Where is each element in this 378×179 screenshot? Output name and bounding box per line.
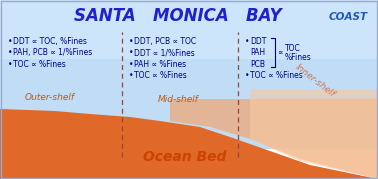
Polygon shape — [250, 89, 378, 179]
Text: TOC ∝ %Fines: TOC ∝ %Fines — [134, 71, 187, 80]
Text: %Fines: %Fines — [285, 53, 312, 62]
Text: Outer-shelf: Outer-shelf — [25, 93, 75, 101]
Text: DDT ∝ TOC, %Fines: DDT ∝ TOC, %Fines — [13, 37, 87, 45]
Polygon shape — [170, 99, 378, 179]
Polygon shape — [0, 0, 378, 59]
Text: PAH: PAH — [250, 48, 265, 57]
Polygon shape — [0, 109, 378, 179]
Text: TOC: TOC — [285, 44, 301, 53]
Text: Inner-shelf: Inner-shelf — [293, 63, 336, 99]
Text: TOC ∝ %Fines: TOC ∝ %Fines — [250, 71, 303, 80]
Polygon shape — [0, 0, 378, 149]
Text: •: • — [129, 59, 133, 69]
Text: •: • — [8, 37, 12, 45]
Text: ∝: ∝ — [277, 48, 282, 57]
Text: PAH, PCB ∝ 1/%Fines: PAH, PCB ∝ 1/%Fines — [13, 48, 92, 57]
Text: COAST: COAST — [329, 12, 368, 22]
Text: •: • — [129, 71, 133, 80]
Text: •: • — [8, 48, 12, 57]
Text: •: • — [245, 71, 249, 80]
Text: DDT ∝ 1/%Fines: DDT ∝ 1/%Fines — [134, 48, 195, 57]
Text: DDT: DDT — [250, 37, 266, 45]
Text: SANTA   MONICA   BAY: SANTA MONICA BAY — [74, 7, 282, 25]
Text: PAH ∝ %Fines: PAH ∝ %Fines — [134, 59, 186, 69]
Text: DDT, PCB ∝ TOC: DDT, PCB ∝ TOC — [134, 37, 196, 45]
Text: Mid-shelf: Mid-shelf — [158, 95, 198, 103]
Text: PCB: PCB — [250, 59, 265, 69]
Text: •: • — [129, 48, 133, 57]
Text: Ocean Bed: Ocean Bed — [143, 150, 227, 164]
Text: TOC ∝ %Fines: TOC ∝ %Fines — [13, 59, 66, 69]
Text: •: • — [8, 59, 12, 69]
Text: •: • — [245, 37, 249, 45]
Text: •: • — [129, 37, 133, 45]
